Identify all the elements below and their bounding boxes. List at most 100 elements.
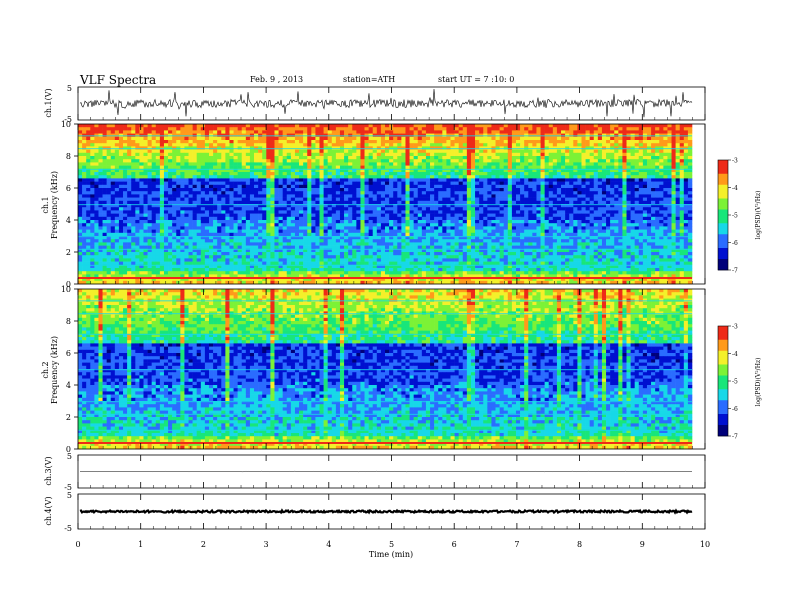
spectrogram-cell (462, 191, 468, 195)
spectrogram-cell (495, 162, 500, 166)
spectrogram-cell (528, 194, 533, 198)
spectrogram-cell (597, 127, 603, 131)
spectrogram-cell (593, 204, 599, 208)
spectrogram-cell (552, 181, 558, 186)
spectrogram-cell (651, 175, 656, 179)
spectrogram-cell (634, 130, 640, 134)
spectrogram-cell (524, 210, 529, 214)
spectrogram-cell (458, 223, 464, 227)
spectrogram-cell (421, 207, 427, 211)
spectrogram-cell (589, 140, 595, 144)
spectrogram-cell (368, 207, 374, 211)
spectrogram-cell (90, 165, 95, 170)
spectrogram-cell (683, 152, 689, 157)
spectrogram-cell (123, 204, 128, 208)
spectrogram-cell (532, 216, 537, 221)
spectrogram-cell (163, 197, 169, 202)
spectrogram-cell (94, 175, 99, 179)
spectrogram-cell (618, 200, 623, 205)
spectrogram-cell (237, 168, 243, 173)
spectrogram-cell (642, 210, 648, 214)
spectrogram-cell (344, 172, 349, 176)
spectrogram-cell (593, 210, 599, 214)
spectrogram-cell (159, 175, 165, 179)
spectrogram-cell (511, 184, 517, 189)
spectrogram-cell (462, 136, 468, 141)
spectrogram-cell (180, 210, 185, 214)
spectrogram-cell (380, 220, 386, 224)
spectrogram-cell (438, 152, 443, 157)
spectrogram-cell (159, 172, 165, 176)
spectrogram-cell (458, 184, 464, 189)
spectrogram-cell (565, 226, 570, 230)
spectrogram-cell (102, 143, 107, 147)
spectrogram-cell (466, 143, 472, 147)
spectrogram-cell (569, 213, 574, 218)
spectrogram-cell (540, 162, 545, 166)
spectrogram-cell (163, 191, 169, 195)
spectrogram-cell (274, 220, 279, 224)
spectrogram-cell (172, 178, 177, 182)
spectrogram-cell (123, 188, 128, 192)
spectrogram-cell (491, 181, 496, 186)
spectrogram-cell (556, 213, 562, 218)
spectrogram-cell (356, 127, 361, 131)
spectrogram-cell (626, 140, 631, 144)
spectrogram-cell (94, 210, 99, 214)
spectrogram-cell (229, 200, 234, 205)
spectrogram-cell (344, 175, 349, 179)
spectrogram-cell (573, 181, 578, 186)
spectrogram-cell (106, 184, 112, 189)
spectrogram-cell (483, 204, 488, 208)
spectrogram-cell (102, 200, 107, 205)
spectrogram-cell (507, 162, 513, 166)
spectrogram-cell (556, 200, 562, 205)
spectrogram-cell (487, 172, 492, 176)
spectrogram-cell (606, 127, 611, 131)
spectrogram-cell (143, 165, 148, 170)
spectrogram-cell (143, 162, 148, 166)
spectrogram-cell (319, 162, 324, 166)
spectrogram-cell (438, 172, 443, 176)
spectrogram-cell (479, 223, 484, 227)
spectrogram-cell (176, 168, 181, 173)
spectrogram-cell (356, 220, 361, 224)
spectrogram-cell (348, 226, 353, 230)
spectrogram-cell (131, 200, 136, 205)
spectrogram-cell (376, 197, 382, 202)
spectrogram-cell (401, 156, 406, 160)
spectrogram-cell (233, 172, 238, 176)
spectrogram-cell (454, 149, 459, 154)
spectrogram-cell (380, 162, 386, 166)
spectrogram-cell (344, 159, 349, 163)
spectrogram-cell (397, 162, 402, 166)
spectrogram-cell (172, 168, 177, 173)
spectrogram-cell (176, 165, 181, 170)
spectrogram-cell (217, 159, 222, 163)
spectrogram-cell (385, 149, 390, 154)
spectrogram-cell (356, 210, 361, 214)
spectrogram-cell (638, 184, 644, 189)
spectrogram-cell (221, 191, 226, 195)
spectrogram-cell (548, 165, 554, 170)
spectrogram-cell (217, 156, 222, 160)
spectrogram-cell (204, 197, 210, 202)
spectrogram-cell (413, 184, 419, 189)
spectrogram-cell (565, 143, 570, 147)
spectrogram-cell (667, 178, 672, 182)
spectrogram-cell (364, 175, 369, 179)
spectrogram-cell (176, 149, 181, 154)
spectrogram-cell (94, 172, 99, 176)
spectrogram-cell (667, 136, 672, 141)
spectrogram-cell (213, 168, 218, 173)
spectrogram-cell (532, 152, 537, 157)
spectrogram-cell (413, 175, 419, 179)
spectrogram-cell (196, 124, 202, 128)
spectrogram-cell (573, 200, 578, 205)
spectrogram-cell (425, 197, 431, 202)
spectrogram-cell (241, 210, 247, 214)
spectrogram-cell (380, 159, 386, 163)
spectrogram-cell (458, 156, 464, 160)
spectrogram-cell (249, 184, 255, 189)
spectrogram-cell (618, 172, 623, 176)
